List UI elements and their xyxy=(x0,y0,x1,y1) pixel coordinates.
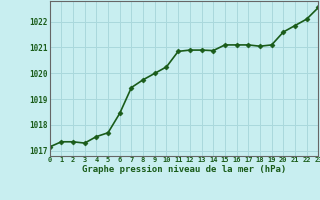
X-axis label: Graphe pression niveau de la mer (hPa): Graphe pression niveau de la mer (hPa) xyxy=(82,165,286,174)
